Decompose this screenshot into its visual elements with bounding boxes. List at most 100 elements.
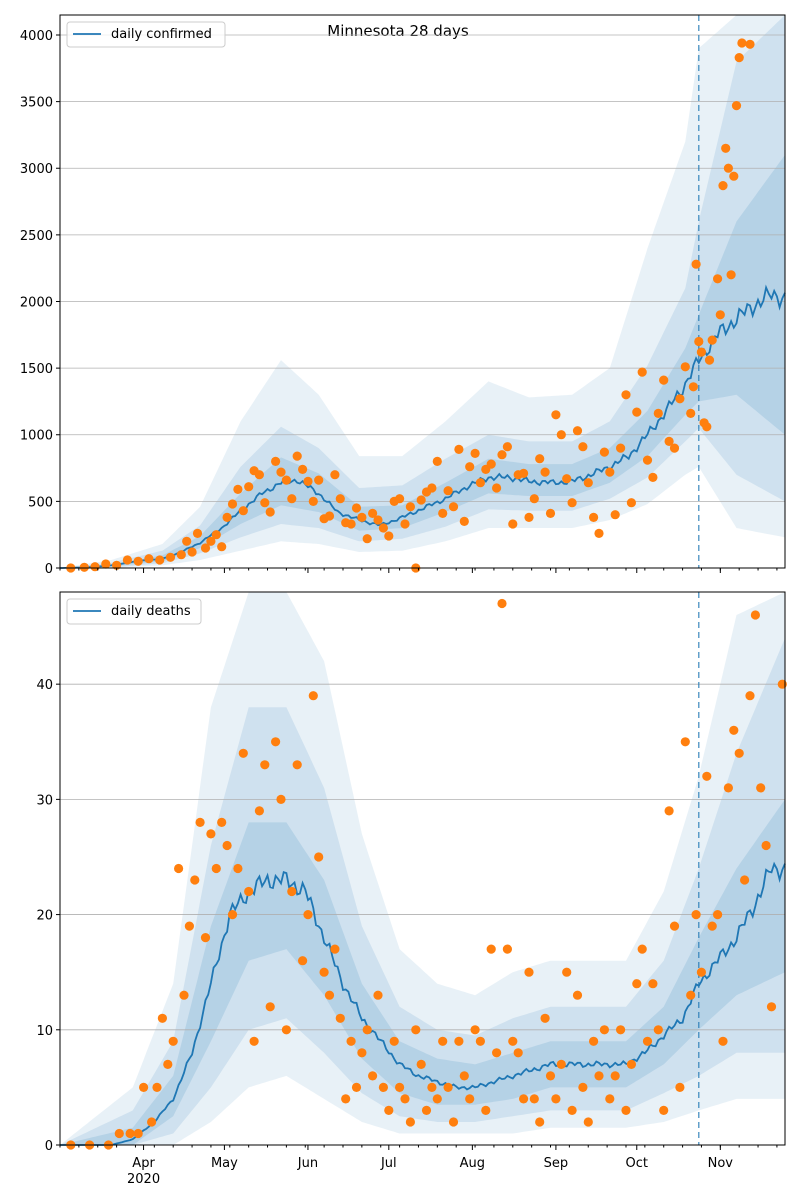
confirmed-data-point	[502, 442, 512, 452]
deaths-axes: 0 10 20 30 40 Apr May Jun Jul Aug Sep Oct Nov 2020	[36, 591, 786, 1187]
confirmed-data-point	[702, 422, 712, 432]
confirmed-data-point	[368, 508, 378, 518]
confirmed-data-point	[292, 451, 302, 461]
confirmed-data-point	[330, 470, 340, 480]
confirmed-data-point	[675, 394, 685, 404]
deaths-data-point	[174, 863, 184, 874]
xtick-label: Oct	[626, 1156, 648, 1171]
confirmed-legend: daily confirmed	[66, 21, 226, 48]
confirmed-ytick-label: 3000	[20, 162, 53, 177]
deaths-data-point	[368, 1071, 378, 1081]
deaths-band-outer	[60, 592, 785, 1145]
deaths-data-point	[470, 1025, 480, 1035]
confirmed-ytick-label: 500	[28, 495, 53, 510]
deaths-data-point	[750, 610, 761, 620]
xtick-label: Aug	[460, 1156, 485, 1171]
deaths-data-point	[761, 840, 771, 851]
confirmed-data-point	[707, 335, 717, 345]
confirmed-band-inner	[60, 154, 785, 568]
deaths-data-point	[508, 1036, 518, 1046]
deaths-data-point	[562, 967, 572, 977]
deaths-data-point	[524, 967, 534, 977]
xtick-label: Sep	[544, 1156, 569, 1171]
confirmed-data-point	[486, 459, 496, 469]
deaths-data-point	[572, 990, 583, 1000]
confirmed-data-point	[470, 448, 480, 458]
deaths-ytick-label: 10	[36, 1024, 53, 1039]
confirmed-band-outer	[60, 15, 785, 568]
confirmed-data-point	[211, 530, 221, 540]
deaths-data-point	[362, 1025, 372, 1035]
deaths-ytick-label: 30	[36, 793, 53, 808]
confirmed-ytick-label: 1000	[20, 429, 53, 444]
confirmed-data-point	[669, 443, 680, 453]
deaths-data-point	[438, 1036, 448, 1046]
deaths-data-point	[669, 921, 680, 931]
confirmed-ytick-label: 4000	[20, 29, 53, 44]
confirmed-data-point	[233, 484, 243, 494]
deaths-data-point	[713, 910, 723, 920]
deaths-data-point	[400, 1094, 410, 1104]
confirmed-data-point	[659, 375, 669, 385]
confirmed-data-point	[519, 468, 529, 478]
confirmed-data-point	[362, 534, 372, 544]
deaths-data-point	[341, 1094, 351, 1104]
deaths-data-point	[567, 1105, 577, 1115]
deaths-data-point	[346, 1036, 356, 1046]
confirmed-data-point	[192, 528, 203, 539]
deaths-data-point	[139, 1082, 149, 1092]
confirmed-data-point	[621, 390, 631, 400]
xaxis-year-label: 2020	[127, 1172, 160, 1187]
deaths-data-point	[497, 598, 507, 609]
confirmed-data-point	[443, 486, 453, 496]
confirmed-data-point	[176, 550, 186, 560]
deaths-bands	[60, 592, 785, 1145]
confirmed-data-point	[737, 38, 747, 48]
confirmed-data-point	[551, 410, 561, 420]
confirmed-data-point	[664, 436, 674, 446]
confirmed-data-point	[696, 347, 707, 357]
confirmed-band-mid	[60, 15, 785, 568]
deaths-data-point	[238, 748, 248, 758]
deaths-data-point	[599, 1025, 610, 1035]
confirmed-data-point	[182, 536, 192, 546]
xtick-label: Jul	[380, 1156, 397, 1171]
confirmed-data-point	[745, 39, 755, 49]
deaths-data-point	[443, 1082, 453, 1092]
confirmed-data-point	[217, 542, 227, 552]
deaths-data-point	[610, 1071, 620, 1081]
deaths-data-point	[292, 760, 302, 770]
deaths-data-point	[298, 956, 308, 966]
confirmed-ytick-label: 2000	[20, 295, 53, 310]
deaths-data-point	[244, 886, 254, 897]
deaths-data-point	[206, 829, 216, 839]
confirmed-data-point	[729, 171, 739, 181]
confirmed-data-point	[497, 450, 507, 460]
confirmed-data-point	[686, 408, 696, 418]
deaths-data-point	[222, 840, 232, 851]
confirmed-data-point	[427, 483, 437, 493]
deaths-data-point	[157, 1013, 167, 1023]
confirmed-data-point	[694, 336, 704, 347]
confirmed-data-point	[244, 482, 254, 492]
confirmed-data-point	[260, 498, 270, 508]
confirmed-data-point	[346, 519, 356, 529]
confirmed-data-point	[637, 367, 647, 377]
deaths-data-point	[740, 875, 750, 885]
deaths-data-point	[718, 1036, 728, 1046]
deaths-data-point	[271, 737, 281, 747]
deaths-data-point	[777, 679, 787, 689]
deaths-data-point	[481, 1105, 491, 1115]
confirmed-data-point	[459, 516, 469, 527]
deaths-data-point	[540, 1013, 550, 1023]
deaths-data-point	[475, 1036, 485, 1046]
deaths-data-point	[734, 748, 744, 758]
xtick-label: Jun	[297, 1156, 318, 1171]
deaths-data-point	[303, 910, 313, 920]
confirmed-data-point	[144, 554, 154, 564]
confirmed-data-point	[206, 536, 216, 546]
deaths-data-point	[756, 783, 766, 793]
deaths-data-point	[702, 771, 712, 781]
confirmed-data-point	[594, 528, 604, 539]
deaths-data-point	[529, 1094, 539, 1104]
